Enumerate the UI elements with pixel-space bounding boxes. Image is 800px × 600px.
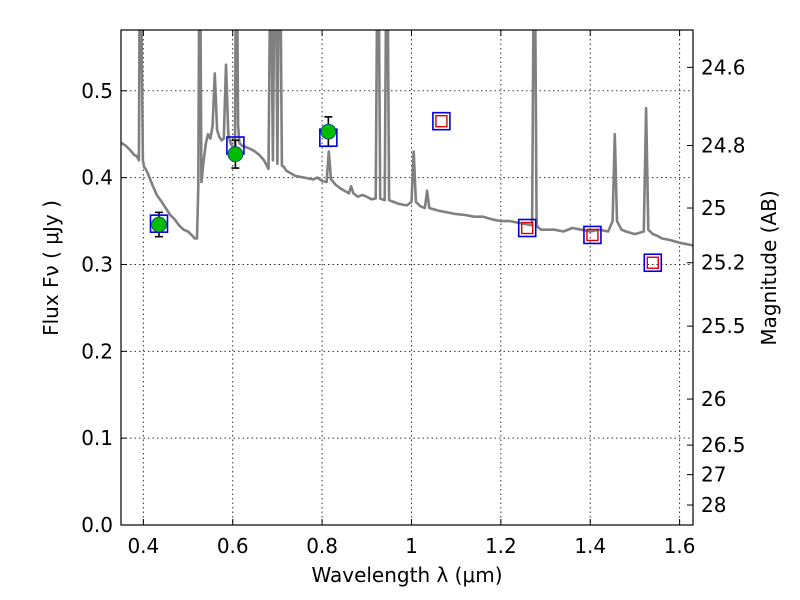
- x-tick-label: 0.6: [217, 534, 249, 558]
- right-tick-label: 28: [701, 493, 726, 517]
- y-tick-label: 0.3: [81, 252, 113, 276]
- right-tick-label: 24.8: [701, 134, 746, 158]
- x-tick-label: 0.8: [306, 534, 338, 558]
- predicted-outer-square: [643, 253, 663, 273]
- y-tick-label: 0.5: [81, 79, 113, 103]
- right-tick-label: 26.5: [701, 433, 746, 457]
- observed-point: [320, 123, 337, 140]
- right-tick-label: 25.5: [701, 314, 746, 338]
- x-tick-label: 1: [405, 534, 418, 558]
- x-axis-label: Wavelength λ (μm): [311, 563, 502, 587]
- plot-background: [121, 30, 693, 525]
- predicted-outer-square: [517, 218, 537, 238]
- x-tick-label: 1.6: [664, 534, 696, 558]
- right-axis-label: Magnitude (AB): [757, 190, 781, 345]
- predicted-inner-square: [521, 221, 534, 235]
- right-tick-label: 27: [701, 463, 726, 487]
- x-tick-label: 1.2: [485, 534, 517, 558]
- predicted-outer-square: [432, 111, 451, 131]
- y-tick-label: 0.4: [81, 166, 113, 190]
- ticks: 0.4 0.6 0.8 1 1.2 1.4 1.6 0.0 0.1 0.2 0.3 0.4 0.5 24.…: [81, 30, 746, 558]
- predicted-inner-square: [435, 114, 448, 128]
- data-points: [149, 111, 663, 273]
- y-tick-label: 0.1: [81, 426, 113, 450]
- observed-point: [151, 216, 167, 233]
- right-tick-label: 25.2: [701, 251, 746, 275]
- y-tick-label: 0.0: [81, 513, 113, 537]
- right-tick-label: 24.6: [701, 55, 746, 79]
- predicted-inner-square: [646, 256, 659, 269]
- y-tick-label: 0.2: [81, 339, 113, 363]
- chart-marks: [121, 30, 693, 247]
- model-spectrum-line: [121, 30, 693, 247]
- plot-frame: [120, 29, 694, 526]
- predicted-outer-square: [583, 225, 602, 245]
- x-tick-label: 0.4: [127, 534, 159, 558]
- right-tick-label: 25: [701, 196, 726, 220]
- x-tick-label: 1.4: [574, 534, 606, 558]
- observed-point: [227, 146, 244, 163]
- predicted-inner-square: [586, 228, 599, 242]
- right-tick-label: 26: [701, 387, 726, 411]
- y-axis-label: Flux Fν ( μJy ): [39, 200, 63, 336]
